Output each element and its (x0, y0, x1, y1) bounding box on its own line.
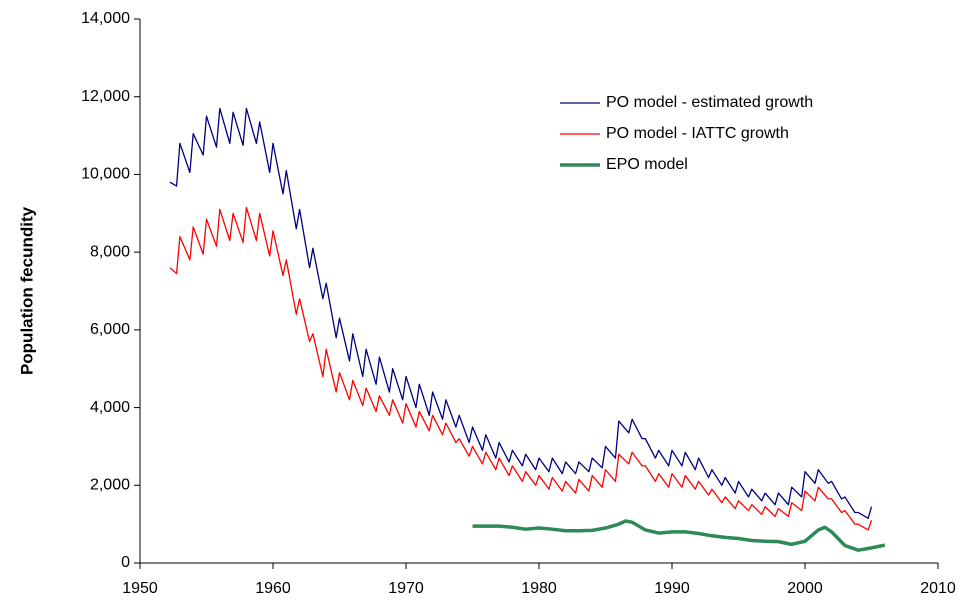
y-tick-label: 12,000 (81, 88, 130, 105)
x-tick-label: 1990 (654, 580, 690, 597)
y-tick-label: 4,000 (90, 399, 130, 416)
x-tick-label: 2000 (787, 580, 823, 597)
series-line (169, 107, 873, 519)
x-tick-label: 1970 (388, 580, 424, 597)
y-tick-label: 14,000 (81, 10, 130, 27)
y-tick-label: 10,000 (81, 166, 130, 183)
y-axis-label: Population fecundity (17, 206, 36, 375)
x-tick-label: 1980 (521, 580, 557, 597)
x-tick-label: 1950 (122, 580, 158, 597)
legend-label: PO model - IATTC growth (606, 125, 789, 142)
legend-label: EPO model (606, 156, 688, 173)
legend-label: PO model - estimated growth (606, 94, 813, 111)
y-tick-label: 0 (121, 554, 130, 571)
series-line (169, 206, 873, 531)
y-tick-label: 2,000 (90, 477, 130, 494)
x-tick-label: 1960 (255, 580, 291, 597)
y-tick-label: 6,000 (90, 321, 130, 338)
y-tick-label: 8,000 (90, 243, 130, 260)
series-line (472, 519, 886, 552)
x-tick-label: 2010 (920, 580, 956, 597)
